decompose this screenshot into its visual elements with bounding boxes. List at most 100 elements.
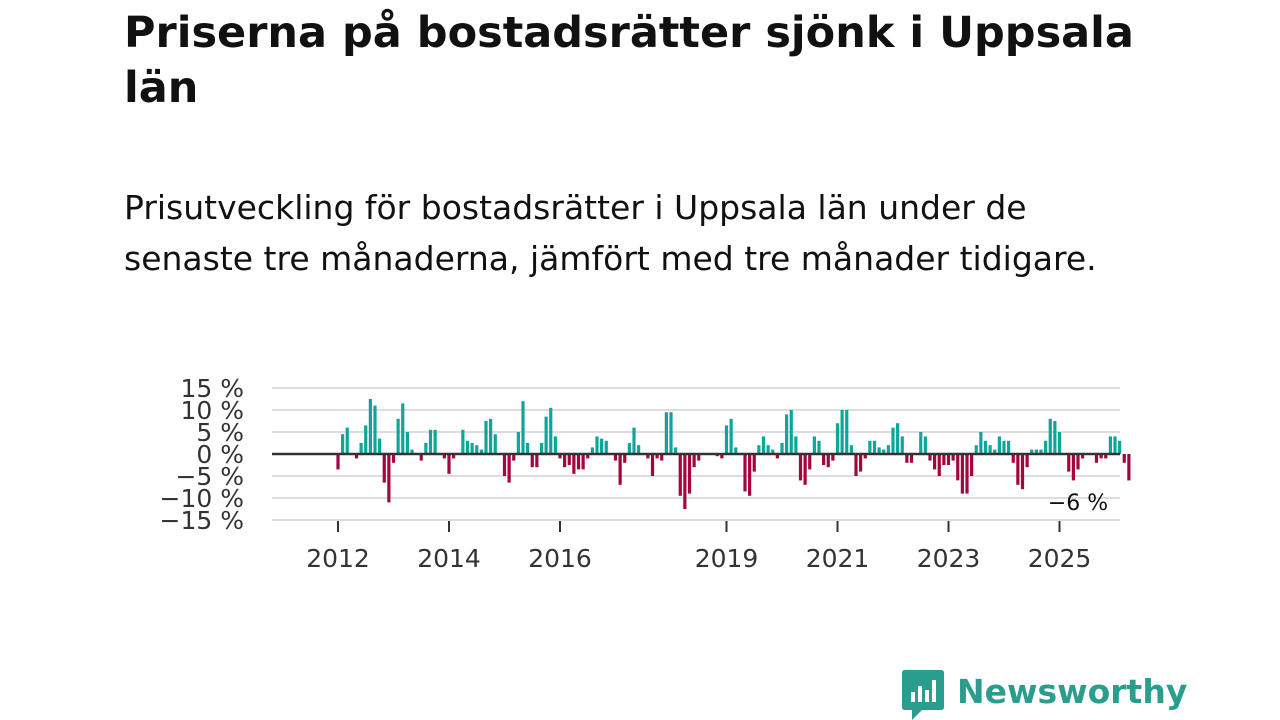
y-tick-label: 10 %	[180, 396, 244, 425]
bar	[928, 454, 932, 461]
x-tick-label: 2025	[1028, 544, 1092, 573]
bar	[516, 432, 520, 454]
bar	[553, 436, 557, 454]
bar	[669, 412, 673, 454]
bar	[678, 454, 682, 496]
bar	[521, 401, 525, 454]
bar	[484, 421, 488, 454]
bar	[877, 447, 881, 454]
bar	[789, 410, 793, 454]
bar	[336, 454, 340, 470]
bar	[956, 454, 960, 481]
bar	[1076, 454, 1080, 470]
bar	[623, 454, 627, 463]
bar	[951, 454, 955, 461]
bar	[359, 443, 363, 454]
bar	[452, 454, 456, 459]
bar	[549, 407, 553, 454]
bar	[650, 454, 655, 476]
bar	[637, 445, 641, 454]
bar	[461, 429, 465, 454]
bar	[447, 454, 451, 474]
bar	[530, 454, 534, 468]
bar	[743, 454, 747, 492]
chart-subtitle: Prisutveckling för bostadsrätter i Uppsa…	[124, 188, 1097, 278]
bar	[373, 405, 377, 454]
bar	[1007, 440, 1011, 454]
bar	[761, 436, 766, 454]
bar	[1094, 454, 1099, 463]
bar	[780, 443, 784, 454]
bar	[1057, 432, 1062, 454]
bar	[937, 454, 941, 476]
bar	[872, 440, 877, 454]
bar	[854, 454, 858, 476]
bar	[845, 410, 849, 454]
bar	[775, 454, 779, 459]
bar	[1081, 454, 1085, 459]
newsworthy-logo-icon	[902, 670, 944, 720]
bar	[840, 410, 844, 454]
bar	[378, 438, 382, 454]
bar	[1025, 454, 1029, 468]
bar	[646, 454, 650, 459]
bar	[1099, 454, 1103, 459]
bar	[794, 436, 798, 454]
bar	[558, 454, 562, 459]
bar	[396, 418, 400, 454]
bar	[428, 429, 433, 454]
bar	[771, 449, 775, 454]
bar	[544, 416, 548, 454]
bar	[1113, 436, 1117, 454]
bar	[1044, 440, 1048, 454]
bar	[401, 403, 405, 454]
bar	[697, 454, 701, 461]
bar	[674, 447, 678, 454]
bar	[604, 440, 608, 454]
bar	[1122, 454, 1126, 463]
bar	[692, 454, 696, 468]
bar	[752, 454, 756, 472]
bar	[1034, 449, 1038, 454]
y-tick-label: −10 %	[160, 484, 244, 513]
bar	[387, 454, 391, 503]
bar	[586, 454, 590, 459]
bar	[798, 454, 803, 481]
bar	[923, 436, 927, 454]
bar	[817, 440, 821, 454]
bar	[535, 454, 539, 468]
bar	[900, 436, 904, 454]
bar	[410, 449, 414, 454]
bar	[886, 445, 890, 454]
bar	[983, 440, 988, 454]
bar	[1071, 454, 1075, 481]
bar	[933, 454, 937, 470]
x-tick-label: 2019	[695, 544, 759, 573]
bar	[590, 447, 594, 454]
bar	[442, 454, 446, 459]
bar	[539, 443, 544, 454]
bar	[563, 454, 567, 468]
bar	[724, 425, 729, 454]
bar	[1002, 440, 1006, 454]
bar	[757, 445, 761, 454]
bar	[1048, 418, 1052, 454]
gridlines	[272, 387, 1120, 521]
y-tick-label: 5 %	[196, 418, 244, 447]
bar	[1053, 421, 1057, 454]
x-tick-label: 2023	[917, 544, 981, 573]
bar	[489, 418, 493, 454]
bar	[822, 454, 826, 465]
bar	[507, 454, 511, 483]
y-tick-label: −5 %	[175, 462, 244, 491]
bar	[812, 436, 816, 454]
bar	[581, 454, 585, 470]
bar	[1108, 436, 1112, 454]
bar	[1067, 454, 1071, 472]
bar	[382, 454, 386, 483]
bar	[970, 454, 974, 476]
bar	[997, 436, 1001, 454]
bar	[512, 454, 516, 461]
bar	[1039, 449, 1043, 454]
bar	[475, 445, 479, 454]
